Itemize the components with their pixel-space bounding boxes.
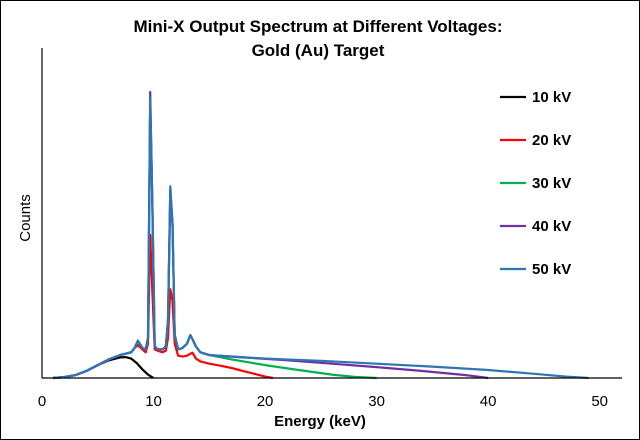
series-line-50kv	[53, 96, 589, 380]
legend: 10 kV 20 kV 30 kV 40 kV 50 kV	[500, 89, 571, 278]
plot-area	[53, 90, 589, 380]
legend-label: 30 kV	[532, 175, 571, 192]
x-tick-label: 40	[480, 393, 497, 410]
chart-title-line-2: Gold (Au) Target	[252, 41, 385, 60]
chart-title-line-1: Mini-X Output Spectrum at Different Volt…	[134, 17, 503, 36]
x-tick-label: 10	[145, 393, 162, 410]
x-tick-label: 50	[591, 393, 608, 410]
x-axis-label: Energy (keV)	[274, 413, 366, 430]
y-axis-label: Counts	[17, 194, 34, 242]
series-line-10kv	[53, 356, 155, 380]
legend-label: 40 kV	[532, 218, 571, 235]
series-line-30kv	[53, 102, 377, 380]
x-tick-label: 0	[38, 393, 46, 410]
x-tick-label: 30	[368, 393, 385, 410]
x-tick-labels: 0 10 20 30 40 50	[38, 393, 608, 410]
legend-label: 20 kV	[532, 132, 571, 149]
legend-label: 10 kV	[532, 89, 571, 106]
series-line-40kv	[53, 90, 489, 380]
legend-label: 50 kV	[532, 261, 571, 278]
x-tick-label: 20	[257, 393, 274, 410]
